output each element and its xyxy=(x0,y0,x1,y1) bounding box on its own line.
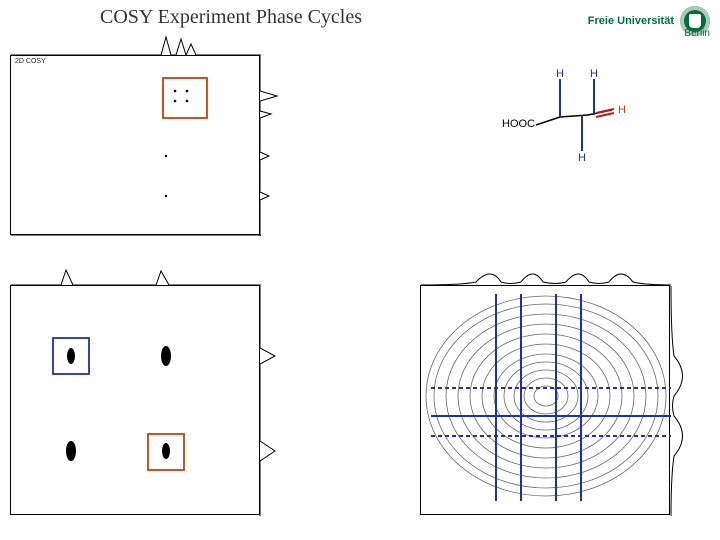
molecule-diagram: HOOC H H H H xyxy=(500,65,640,165)
projection-right-trace xyxy=(259,56,281,236)
svg-text:H: H xyxy=(556,68,564,80)
logo-city: Berlin xyxy=(684,28,710,39)
projection-top-trace-bl xyxy=(11,266,261,286)
cross-peaks xyxy=(11,56,261,236)
cross-peaks-bl xyxy=(11,286,261,516)
logo-text-line: Freie Universität xyxy=(588,15,674,27)
page-title: COSY Experiment Phase Cycles xyxy=(100,6,362,29)
svg-text:H: H xyxy=(590,68,598,80)
contour-rings xyxy=(421,286,671,516)
cosy-2d-panel-top: 2D COSY xyxy=(10,55,260,235)
projection-right-trace-br xyxy=(669,286,695,516)
svg-text:HOOC: HOOC xyxy=(502,118,535,130)
svg-text:H: H xyxy=(578,152,586,164)
projection-top-trace-br xyxy=(421,260,671,286)
projection-top-trace xyxy=(11,34,261,56)
projection-right-trace-bl xyxy=(259,286,279,516)
svg-text:H: H xyxy=(618,104,626,116)
cosy-2d-panel-bottom-left xyxy=(10,285,260,515)
cosy-contour-panel xyxy=(420,285,670,515)
